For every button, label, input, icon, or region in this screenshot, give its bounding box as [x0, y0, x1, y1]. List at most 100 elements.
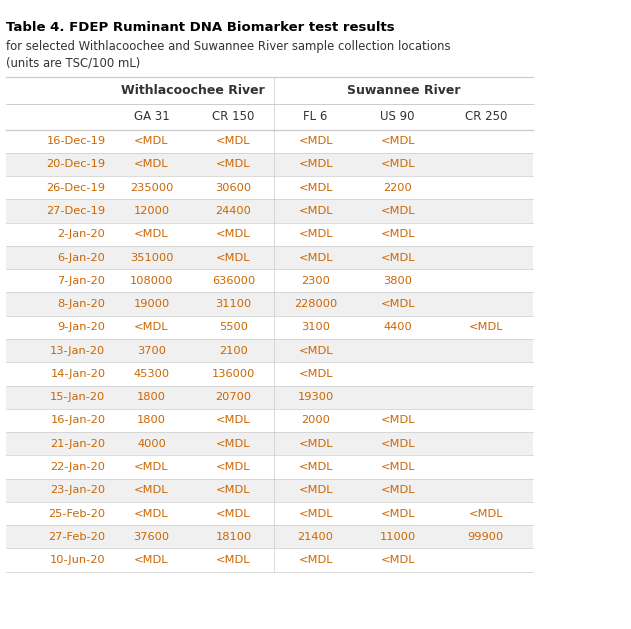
Text: 16-Jan-20: 16-Jan-20 [50, 416, 105, 425]
Bar [6, 223, 533, 246]
Text: <MDL: <MDL [380, 230, 415, 239]
Text: 12000: 12000 [133, 206, 170, 216]
Text: Withlacoochee River: Withlacoochee River [121, 84, 264, 97]
Text: <MDL: <MDL [216, 416, 251, 425]
Text: 228000: 228000 [294, 299, 337, 309]
Text: 27-Dec-19: 27-Dec-19 [46, 206, 105, 216]
Text: 30600: 30600 [215, 183, 252, 192]
Bar [6, 502, 533, 525]
Text: 21400: 21400 [297, 532, 334, 542]
Text: CR 150: CR 150 [212, 111, 255, 123]
Text: <MDL: <MDL [298, 136, 333, 146]
Text: (units are TSC/100 mL): (units are TSC/100 mL) [6, 57, 141, 70]
Text: <MDL: <MDL [216, 509, 251, 518]
Bar [6, 199, 533, 223]
Text: 2300: 2300 [301, 276, 330, 286]
Text: <MDL: <MDL [298, 555, 333, 565]
Text: <MDL: <MDL [298, 439, 333, 448]
Text: <MDL: <MDL [298, 160, 333, 169]
Text: <MDL: <MDL [380, 486, 415, 495]
Text: Suwannee River: Suwannee River [347, 84, 461, 97]
Text: <MDL: <MDL [216, 160, 251, 169]
Text: <MDL: <MDL [216, 230, 251, 239]
Text: <MDL: <MDL [216, 486, 251, 495]
Bar [6, 246, 533, 269]
Text: 8-Jan-20: 8-Jan-20 [57, 299, 105, 309]
Text: <MDL: <MDL [298, 486, 333, 495]
Text: 4000: 4000 [137, 439, 166, 448]
Text: Table 4. FDEP Ruminant DNA Biomarker test results: Table 4. FDEP Ruminant DNA Biomarker tes… [6, 21, 395, 35]
Text: 11000: 11000 [379, 532, 416, 542]
Text: 19300: 19300 [297, 392, 334, 402]
Text: <MDL: <MDL [298, 462, 333, 472]
Text: 3800: 3800 [383, 276, 412, 286]
Text: 2000: 2000 [301, 416, 330, 425]
Bar [6, 432, 533, 455]
Text: <MDL: <MDL [380, 160, 415, 169]
Text: 2200: 2200 [383, 183, 412, 192]
Text: 6-Jan-20: 6-Jan-20 [57, 253, 105, 262]
Bar [6, 130, 533, 153]
Text: FL 6: FL 6 [304, 111, 327, 123]
Text: <MDL: <MDL [298, 230, 333, 239]
Text: <MDL: <MDL [134, 160, 168, 169]
Text: <MDL: <MDL [298, 253, 333, 262]
Text: 16-Dec-19: 16-Dec-19 [46, 136, 105, 146]
Text: 2-Jan-20: 2-Jan-20 [57, 230, 105, 239]
Text: 4400: 4400 [383, 323, 412, 332]
Text: 26-Dec-19: 26-Dec-19 [46, 183, 105, 192]
Text: 3100: 3100 [301, 323, 330, 332]
Text: 10-Jun-20: 10-Jun-20 [50, 555, 105, 565]
Text: 20700: 20700 [215, 392, 252, 402]
Text: 25-Feb-20: 25-Feb-20 [48, 509, 105, 518]
Text: 21-Jan-20: 21-Jan-20 [50, 439, 105, 448]
Text: <MDL: <MDL [469, 323, 503, 332]
Bar [6, 269, 533, 292]
Text: 23-Jan-20: 23-Jan-20 [50, 486, 105, 495]
Text: <MDL: <MDL [216, 439, 251, 448]
Text: <MDL: <MDL [380, 253, 415, 262]
Text: <MDL: <MDL [134, 509, 168, 518]
Text: for selected Withlacoochee and Suwannee River sample collection locations: for selected Withlacoochee and Suwannee … [6, 40, 451, 53]
Text: <MDL: <MDL [298, 206, 333, 216]
Text: 20-Dec-19: 20-Dec-19 [46, 160, 105, 169]
Text: 636000: 636000 [212, 276, 255, 286]
Text: 22-Jan-20: 22-Jan-20 [50, 462, 105, 472]
Text: <MDL: <MDL [298, 369, 333, 379]
Text: <MDL: <MDL [134, 555, 168, 565]
Text: 18100: 18100 [215, 532, 252, 542]
Text: 3700: 3700 [137, 346, 166, 355]
Text: 24400: 24400 [216, 206, 251, 216]
Text: <MDL: <MDL [298, 183, 333, 192]
Bar [6, 548, 533, 572]
Bar [6, 176, 533, 199]
Text: <MDL: <MDL [216, 555, 251, 565]
Text: US 90: US 90 [380, 111, 415, 123]
Bar [6, 479, 533, 502]
Text: 5500: 5500 [219, 323, 248, 332]
Text: <MDL: <MDL [216, 253, 251, 262]
Text: 15-Jan-20: 15-Jan-20 [50, 392, 105, 402]
Text: 27-Feb-20: 27-Feb-20 [48, 532, 105, 542]
Text: CR 250: CR 250 [464, 111, 507, 123]
Text: <MDL: <MDL [380, 462, 415, 472]
Text: <MDL: <MDL [469, 509, 503, 518]
Text: <MDL: <MDL [380, 206, 415, 216]
Text: <MDL: <MDL [380, 136, 415, 146]
Text: 108000: 108000 [130, 276, 173, 286]
Text: 9-Jan-20: 9-Jan-20 [57, 323, 105, 332]
Text: <MDL: <MDL [134, 486, 168, 495]
Text: <MDL: <MDL [380, 509, 415, 518]
Text: <MDL: <MDL [298, 346, 333, 355]
Bar [6, 386, 533, 409]
Bar [6, 362, 533, 386]
Text: <MDL: <MDL [134, 136, 168, 146]
Text: 235000: 235000 [130, 183, 173, 192]
Text: 136000: 136000 [212, 369, 255, 379]
Bar [6, 339, 533, 362]
Text: <MDL: <MDL [216, 462, 251, 472]
Text: 19000: 19000 [133, 299, 170, 309]
Text: 37600: 37600 [133, 532, 170, 542]
Text: <MDL: <MDL [380, 299, 415, 309]
Text: <MDL: <MDL [298, 509, 333, 518]
